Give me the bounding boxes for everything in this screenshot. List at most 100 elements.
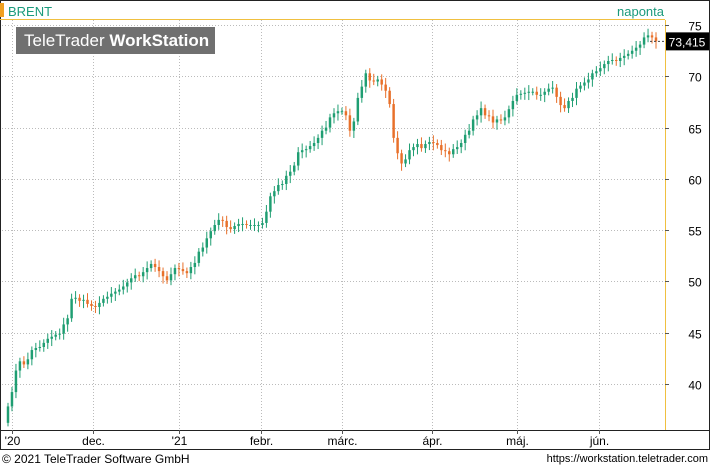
candle-up bbox=[42, 342, 46, 347]
candle-up bbox=[133, 275, 137, 279]
candle-up bbox=[273, 191, 276, 197]
period-label[interactable]: naponta bbox=[617, 4, 664, 19]
last-value-label: 73,415 bbox=[669, 35, 706, 49]
candle-up bbox=[296, 152, 300, 166]
candle-up bbox=[205, 238, 209, 248]
candle-up bbox=[340, 111, 344, 113]
candle-up bbox=[58, 333, 61, 335]
candle-down bbox=[563, 105, 566, 109]
candle-down bbox=[535, 91, 538, 95]
last-value-box bbox=[666, 32, 709, 51]
candle-down bbox=[396, 137, 399, 154]
candle-down bbox=[440, 145, 443, 151]
candle-up bbox=[408, 150, 411, 160]
candle-down bbox=[165, 276, 169, 281]
candle-up bbox=[428, 141, 431, 145]
candle-down bbox=[650, 35, 654, 38]
candle-up bbox=[459, 143, 463, 148]
x-tick-label: ápr. bbox=[422, 434, 442, 448]
candle-up bbox=[515, 94, 519, 101]
x-tick-label: febr. bbox=[250, 434, 273, 448]
candle-down bbox=[499, 119, 503, 121]
candle-up bbox=[579, 85, 582, 89]
candle-up bbox=[241, 223, 244, 225]
candle-up bbox=[18, 361, 22, 371]
candle-up bbox=[404, 159, 407, 164]
candle-up bbox=[360, 86, 364, 98]
candle-up bbox=[356, 97, 360, 122]
candle-up bbox=[26, 359, 30, 365]
candle-down bbox=[177, 268, 181, 270]
candle-down bbox=[348, 115, 352, 131]
candle-up bbox=[543, 91, 546, 95]
candle-down bbox=[559, 96, 562, 106]
candle-up bbox=[575, 88, 578, 98]
candle-down bbox=[78, 297, 81, 301]
candle-up bbox=[66, 318, 69, 325]
candle-up bbox=[6, 406, 10, 423]
candle-up bbox=[527, 91, 531, 93]
y-tick-label: 40 bbox=[688, 379, 702, 393]
candle-down bbox=[181, 269, 185, 272]
candle-down bbox=[153, 263, 157, 268]
candle-up bbox=[50, 336, 53, 339]
candle-up bbox=[293, 165, 296, 172]
chart-frame bbox=[0, 0, 710, 450]
candle-up bbox=[634, 47, 638, 51]
candle-up bbox=[281, 184, 284, 186]
candle-up bbox=[463, 134, 467, 143]
candle-up bbox=[455, 147, 459, 150]
candle-up bbox=[10, 392, 14, 407]
candle-down bbox=[654, 37, 658, 42]
candle-up bbox=[523, 92, 527, 94]
candle-up bbox=[197, 251, 201, 263]
candle-down bbox=[384, 84, 387, 91]
candle-up bbox=[217, 219, 220, 225]
candle-up bbox=[599, 68, 602, 72]
symbol-title: BRENT bbox=[8, 4, 53, 19]
candle-up bbox=[316, 137, 320, 143]
candle-up bbox=[595, 71, 598, 74]
candle-up bbox=[126, 282, 129, 287]
candle-down bbox=[22, 361, 26, 365]
candle-up bbox=[336, 111, 340, 114]
candle-up bbox=[213, 225, 216, 232]
candle-down bbox=[400, 153, 403, 164]
logo-brand: TeleTrader bbox=[24, 31, 105, 50]
candle-down bbox=[344, 111, 348, 116]
candle-up bbox=[511, 100, 515, 110]
y-tick-label: 45 bbox=[688, 328, 702, 342]
candle-down bbox=[444, 150, 447, 152]
candle-down bbox=[245, 223, 248, 225]
candle-up bbox=[583, 82, 586, 86]
candle-up bbox=[352, 121, 356, 131]
candle-up bbox=[289, 171, 292, 176]
candle-up bbox=[308, 146, 312, 150]
candle-down bbox=[420, 144, 423, 149]
candle-up bbox=[618, 57, 622, 61]
candle-up bbox=[300, 150, 304, 153]
candle-down bbox=[372, 80, 375, 82]
candle-up bbox=[265, 211, 268, 223]
candle-up bbox=[277, 185, 280, 192]
candle-up bbox=[519, 93, 523, 95]
copyright-text: © 2021 TeleTrader Software GmbH bbox=[2, 452, 190, 466]
y-tick-label: 60 bbox=[688, 174, 702, 188]
candle-up bbox=[603, 64, 606, 69]
y-tick-label: 50 bbox=[688, 276, 702, 290]
candle-up bbox=[471, 119, 475, 131]
candle-up bbox=[189, 267, 193, 274]
candle-up bbox=[30, 350, 34, 360]
candle-down bbox=[388, 90, 391, 105]
source-url[interactable]: https://workstation.teletrader.com bbox=[546, 453, 708, 465]
candle-down bbox=[94, 305, 97, 307]
candle-up bbox=[503, 117, 507, 121]
candle-up bbox=[551, 87, 554, 89]
candle-up bbox=[376, 79, 379, 82]
candle-up bbox=[611, 59, 614, 61]
candle-down bbox=[90, 303, 93, 306]
candle-up bbox=[452, 149, 455, 155]
candle-up bbox=[114, 291, 117, 294]
candle-up bbox=[328, 117, 332, 128]
